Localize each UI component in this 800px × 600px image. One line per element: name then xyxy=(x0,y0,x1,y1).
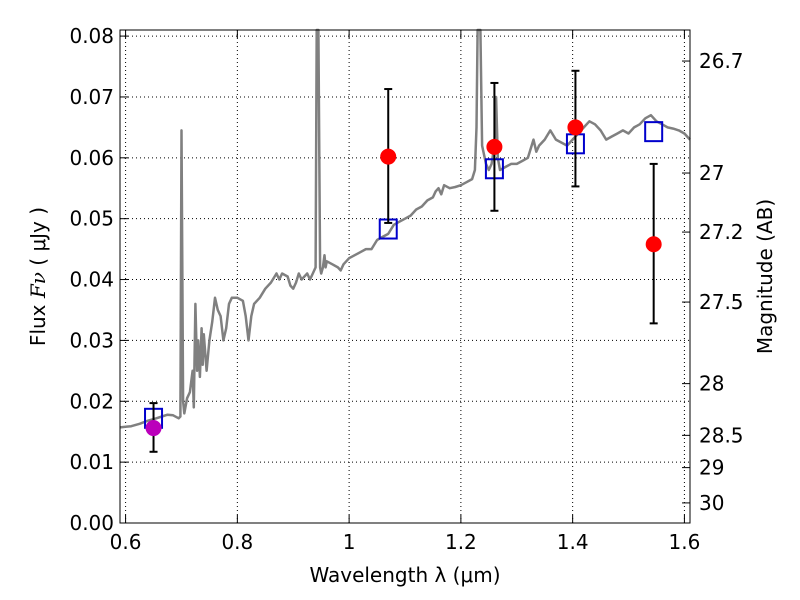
x-tick-label: 0.6 xyxy=(110,530,142,554)
x-tick-label: 1.4 xyxy=(557,530,589,554)
observed-flux-point xyxy=(645,236,662,253)
y-tick-label: 0.06 xyxy=(69,146,114,170)
y-right-tick-label: 30 xyxy=(699,491,724,515)
markers-layer xyxy=(144,69,664,453)
y-tick-label: 0.03 xyxy=(69,328,114,352)
y-tick-label: 0.01 xyxy=(69,450,114,474)
model-flux-box xyxy=(644,121,664,143)
ticks-layer: 0.6 0.8 1 1.2 1.4 1.6 0.00 0.01 0.02 0.03 0.04 0.05… xyxy=(69,24,743,554)
y-right-tick-label: 27 xyxy=(699,161,724,185)
observed-flux-point xyxy=(567,119,584,136)
y-right-tick-label: 26.7 xyxy=(699,49,744,73)
y-tick-label: 0.07 xyxy=(69,85,114,109)
y-tick-label: 0.02 xyxy=(69,389,114,413)
x-axis-label: Wavelength λ (μm) xyxy=(309,563,500,587)
optical-flux-point xyxy=(145,420,162,437)
x-tick-label: 1.6 xyxy=(669,530,701,554)
y-right-tick-label: 28.5 xyxy=(699,423,744,447)
x-tick-label: 1 xyxy=(343,530,356,554)
x-tick-label: 0.8 xyxy=(221,530,253,554)
y-axis-label: Flux Fν ( μJy ) xyxy=(26,207,50,346)
y-axis-right-label: Magnitude (AB) xyxy=(753,199,777,354)
y-tick-label: 0.04 xyxy=(69,268,114,292)
template-spectrum-line xyxy=(119,28,691,429)
observed-flux-point xyxy=(486,138,503,155)
y-tick-label: 0.00 xyxy=(69,511,114,535)
spectrum-layer xyxy=(119,28,691,429)
y-right-tick-label: 27.5 xyxy=(699,290,744,314)
x-tick-label: 1.2 xyxy=(445,530,477,554)
y-right-tick-label: 29 xyxy=(699,456,724,480)
y-right-tick-label: 28 xyxy=(699,372,724,396)
y-tick-label: 0.05 xyxy=(69,207,114,231)
y-right-tick-label: 27.2 xyxy=(699,220,744,244)
observed-flux-point xyxy=(380,148,397,165)
y-tick-label: 0.08 xyxy=(69,24,114,48)
plot-frame xyxy=(119,29,691,524)
